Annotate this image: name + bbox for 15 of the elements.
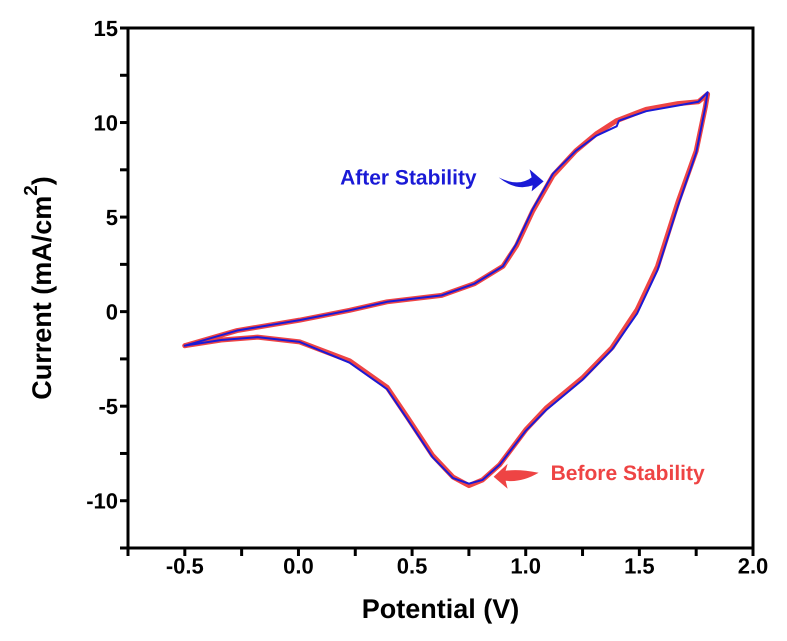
annotation: Before Stability bbox=[550, 461, 705, 484]
y-tick-label: -5 bbox=[98, 394, 118, 419]
y-tick-label: 0 bbox=[106, 299, 118, 324]
y-tick-label: 15 bbox=[94, 16, 118, 41]
x-tick-label: -0.5 bbox=[166, 554, 204, 579]
x-tick-label: 2.0 bbox=[738, 554, 768, 579]
x-axis-title: Potential (V) bbox=[362, 594, 520, 624]
y-tick-label: 5 bbox=[106, 204, 118, 230]
x-tick-label: 1.5 bbox=[624, 554, 655, 579]
x-tick-label: 0.0 bbox=[283, 554, 314, 579]
y-tick-label: 10 bbox=[94, 110, 118, 136]
x-tick-label: 0.5 bbox=[396, 554, 428, 579]
y-tick-label: -10 bbox=[86, 488, 118, 514]
annotation: After Stability bbox=[340, 166, 477, 189]
x-tick-label: 1.0 bbox=[510, 554, 542, 579]
